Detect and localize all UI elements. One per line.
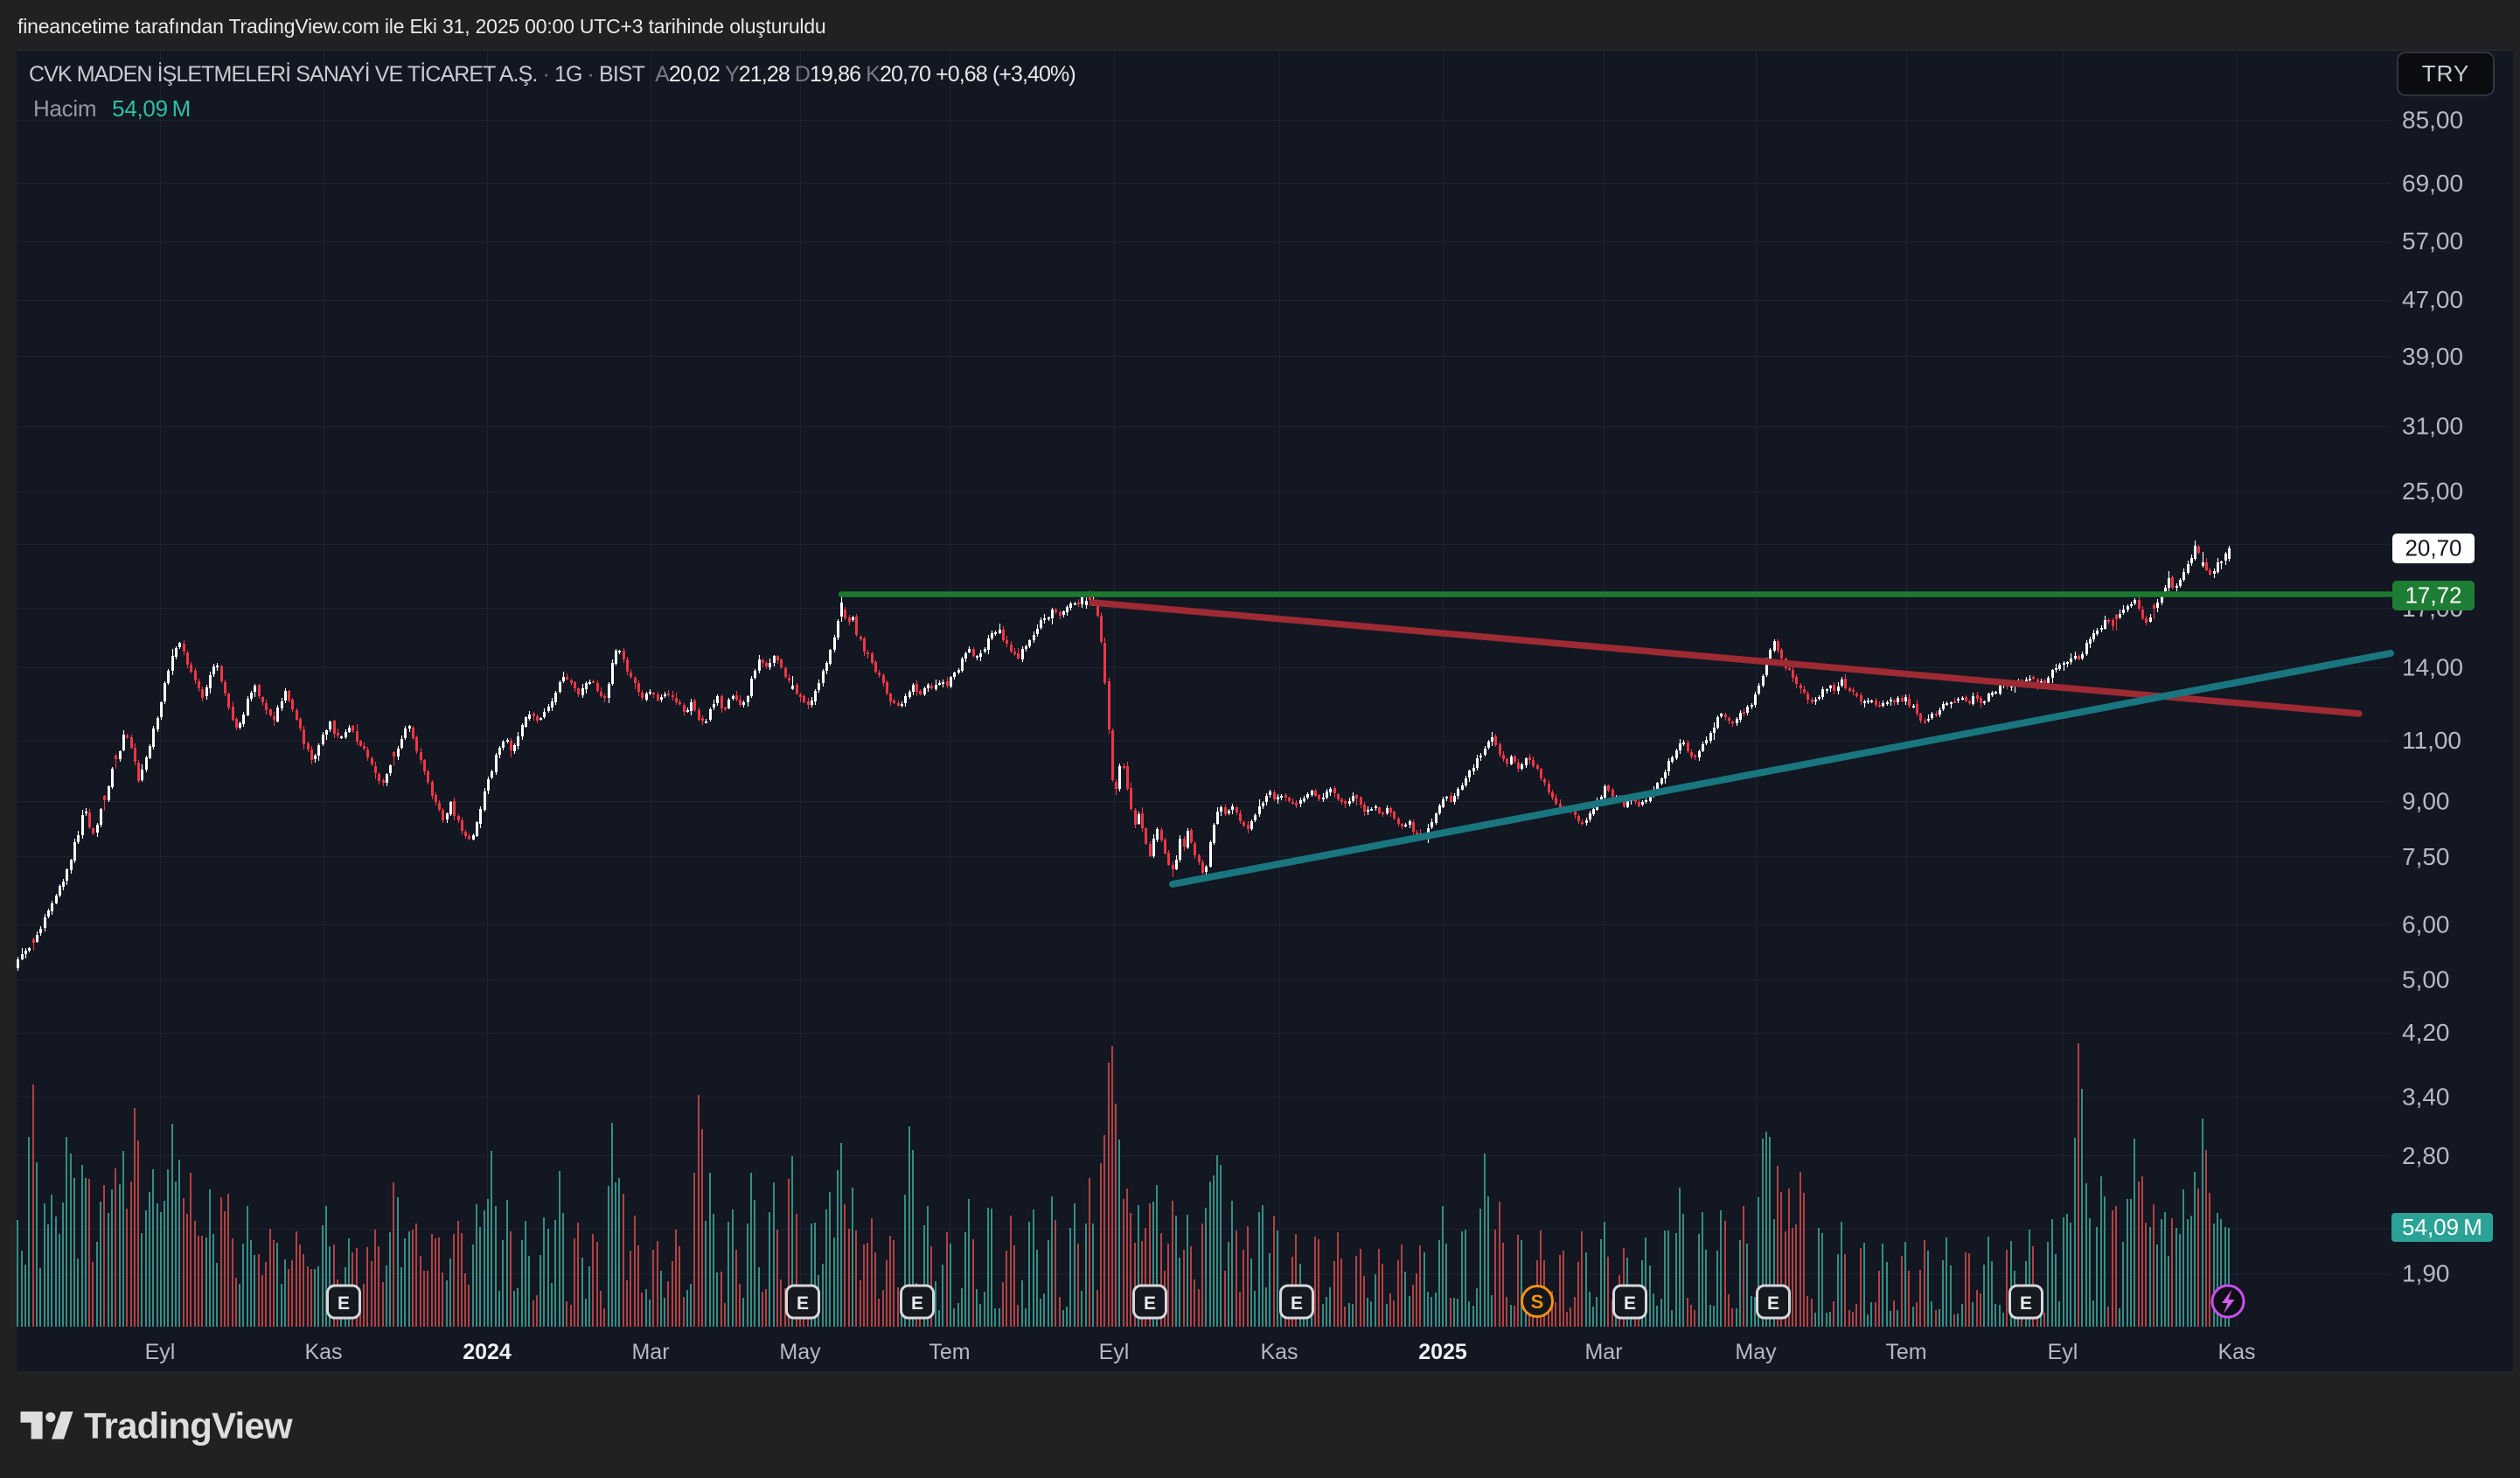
svg-text:31,00: 31,00 bbox=[2402, 413, 2463, 440]
svg-text:69,00: 69,00 bbox=[2402, 170, 2463, 197]
svg-text:14,00: 14,00 bbox=[2402, 653, 2463, 680]
svg-text:TRY: TRY bbox=[2422, 60, 2470, 87]
svg-text:2025: 2025 bbox=[1418, 1340, 1467, 1364]
svg-text:E: E bbox=[1624, 1293, 1636, 1314]
svg-text:Mar: Mar bbox=[1584, 1340, 1622, 1364]
svg-text:Tem: Tem bbox=[929, 1340, 970, 1364]
svg-text:E: E bbox=[911, 1293, 923, 1314]
svg-text:25,00: 25,00 bbox=[2402, 478, 2463, 505]
svg-text:Eyl: Eyl bbox=[145, 1340, 176, 1364]
svg-text:1,90: 1,90 bbox=[2402, 1259, 2450, 1286]
svg-text:9,00: 9,00 bbox=[2402, 788, 2450, 815]
svg-text:11,00: 11,00 bbox=[2402, 727, 2461, 754]
svg-text:Mar: Mar bbox=[631, 1340, 669, 1364]
svg-text:E: E bbox=[1144, 1293, 1156, 1314]
svg-text:57,00: 57,00 bbox=[2402, 227, 2463, 254]
svg-text:5,00: 5,00 bbox=[2402, 966, 2450, 993]
svg-text:54,09 M: 54,09 M bbox=[2402, 1214, 2482, 1240]
svg-text:2,80: 2,80 bbox=[2402, 1142, 2450, 1169]
svg-text:TradingView: TradingView bbox=[84, 1405, 293, 1447]
svg-text:Eyl: Eyl bbox=[2048, 1340, 2078, 1364]
svg-text:6,00: 6,00 bbox=[2402, 910, 2450, 938]
svg-text:20,70: 20,70 bbox=[2405, 535, 2461, 561]
svg-text:47,00: 47,00 bbox=[2402, 286, 2463, 313]
svg-text:E: E bbox=[797, 1293, 809, 1314]
svg-text:May: May bbox=[1735, 1340, 1777, 1364]
svg-text:Eyl: Eyl bbox=[1099, 1340, 1130, 1364]
svg-text:E: E bbox=[2020, 1293, 2032, 1314]
svg-text:Kas: Kas bbox=[304, 1340, 342, 1364]
svg-text:E: E bbox=[338, 1293, 350, 1314]
svg-text:39,00: 39,00 bbox=[2402, 343, 2463, 370]
svg-text:Kas: Kas bbox=[1260, 1340, 1298, 1364]
svg-text:Tem: Tem bbox=[1885, 1340, 1926, 1364]
svg-text:2024: 2024 bbox=[463, 1340, 512, 1364]
svg-text:E: E bbox=[1767, 1293, 1779, 1314]
svg-text:4,20: 4,20 bbox=[2402, 1019, 2450, 1046]
svg-text:85,00: 85,00 bbox=[2402, 107, 2463, 134]
svg-text:May: May bbox=[779, 1340, 821, 1364]
svg-text:S: S bbox=[1531, 1291, 1544, 1313]
svg-text:E: E bbox=[1291, 1293, 1303, 1314]
svg-text:17,72: 17,72 bbox=[2405, 582, 2461, 609]
svg-text:3,40: 3,40 bbox=[2402, 1083, 2450, 1110]
svg-text:7,50: 7,50 bbox=[2402, 843, 2450, 870]
svg-text:Kas: Kas bbox=[2217, 1340, 2255, 1364]
